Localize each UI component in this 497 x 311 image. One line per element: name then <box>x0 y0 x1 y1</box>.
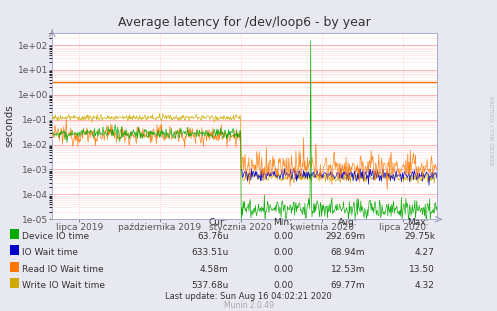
Text: IO Wait time: IO Wait time <box>22 248 79 257</box>
Text: 12.53m: 12.53m <box>331 265 365 273</box>
Text: Max:: Max: <box>408 218 429 227</box>
Text: 0.00: 0.00 <box>273 232 293 241</box>
Text: 4.32: 4.32 <box>415 281 435 290</box>
Text: 537.68u: 537.68u <box>191 281 229 290</box>
Text: Last update: Sun Aug 16 04:02:21 2020: Last update: Sun Aug 16 04:02:21 2020 <box>165 291 332 300</box>
Text: Cur:: Cur: <box>209 218 227 227</box>
Text: 4.27: 4.27 <box>415 248 435 257</box>
Text: 0.00: 0.00 <box>273 248 293 257</box>
Text: RRDTOOL / TOBI OETIKER: RRDTOOL / TOBI OETIKER <box>489 96 494 165</box>
Text: 68.94m: 68.94m <box>331 248 365 257</box>
Text: 13.50: 13.50 <box>409 265 435 273</box>
Text: Munin 2.0.49: Munin 2.0.49 <box>224 301 273 310</box>
Title: Average latency for /dev/loop6 - by year: Average latency for /dev/loop6 - by year <box>118 16 371 29</box>
Text: 633.51u: 633.51u <box>191 248 229 257</box>
Text: 4.58m: 4.58m <box>200 265 229 273</box>
Text: 292.69m: 292.69m <box>325 232 365 241</box>
Text: 29.75k: 29.75k <box>404 232 435 241</box>
Text: Device IO time: Device IO time <box>22 232 89 241</box>
Y-axis label: seconds: seconds <box>5 104 15 147</box>
Text: 0.00: 0.00 <box>273 281 293 290</box>
Text: 63.76u: 63.76u <box>197 232 229 241</box>
Text: 0.00: 0.00 <box>273 265 293 273</box>
Text: Read IO Wait time: Read IO Wait time <box>22 265 104 273</box>
Text: 69.77m: 69.77m <box>331 281 365 290</box>
Text: Avg:: Avg: <box>338 218 357 227</box>
Text: Write IO Wait time: Write IO Wait time <box>22 281 105 290</box>
Text: Min:: Min: <box>273 218 292 227</box>
